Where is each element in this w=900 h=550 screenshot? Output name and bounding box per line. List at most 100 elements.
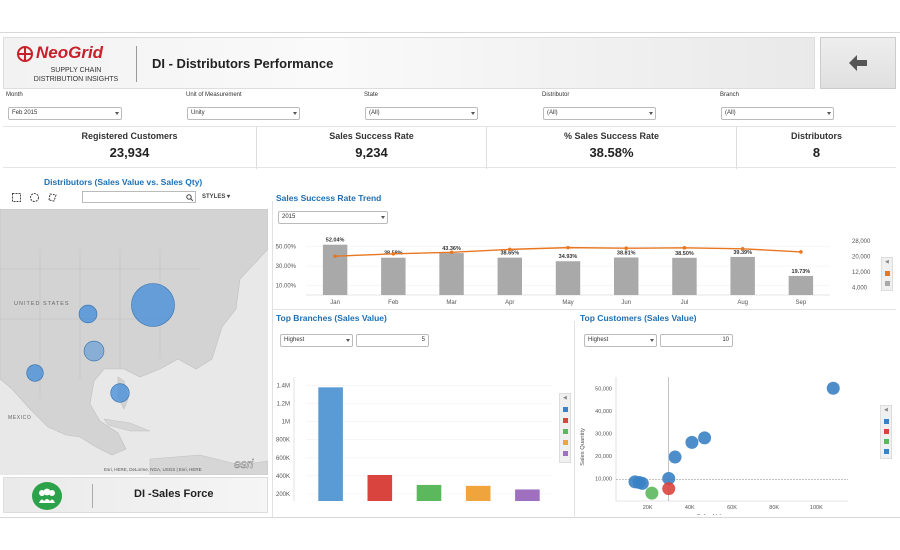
chevron-down-icon bbox=[381, 216, 385, 219]
filter-state: State bbox=[364, 92, 378, 102]
branch-bar bbox=[367, 474, 393, 501]
scatter-point bbox=[698, 431, 712, 445]
map-area[interactable]: UNITED STATES MEXICO Esri, HERE, DeLorme… bbox=[0, 209, 268, 475]
trend-line-point bbox=[449, 250, 454, 255]
map-bubble bbox=[110, 383, 130, 403]
select-circle-icon[interactable] bbox=[30, 193, 39, 202]
branches-count-input[interactable]: 5 bbox=[356, 334, 429, 347]
map-search-input[interactable] bbox=[82, 191, 196, 203]
land-cuba bbox=[103, 418, 151, 432]
neogrid-logo: NeoGrid SUPPLY CHAIN DISTRIBUTION INSIGH… bbox=[14, 42, 134, 86]
trend-legend[interactable]: ◀ bbox=[881, 257, 893, 291]
y-tick-label: 10,000 bbox=[595, 476, 612, 482]
chevron-down-icon bbox=[650, 339, 654, 342]
scatter-point bbox=[685, 435, 699, 449]
panel-divider bbox=[272, 309, 896, 310]
legend-swatch bbox=[563, 407, 568, 412]
x-axis-label: Sales Value bbox=[697, 514, 728, 515]
styles-button[interactable]: STYLES ▾ bbox=[202, 194, 231, 200]
select-rectangle-icon[interactable] bbox=[12, 193, 21, 202]
customers-count-input[interactable]: 10 bbox=[660, 334, 733, 347]
kpi-pct-sales-success-rate: % Sales Success Rate 38.58% bbox=[487, 127, 737, 169]
back-button[interactable] bbox=[820, 37, 896, 89]
styles-label: STYLES bbox=[202, 194, 226, 200]
logo-subtitle: SUPPLY CHAIN DISTRIBUTION INSIGHTS bbox=[20, 66, 132, 84]
x-tick-label: 20K bbox=[643, 505, 653, 511]
kpi-title: Registered Customers bbox=[81, 131, 178, 141]
land-mass bbox=[0, 209, 268, 456]
legend-swatch bbox=[563, 451, 568, 456]
legend-collapse-icon[interactable]: ◀ bbox=[885, 259, 889, 265]
sales-force-link[interactable]: DI -Sales Force bbox=[3, 477, 268, 513]
y-tick-label: 200K bbox=[276, 492, 290, 498]
trend-bar bbox=[381, 257, 406, 295]
month-select[interactable]: Feb 2015 bbox=[8, 107, 122, 120]
legend-collapse-icon[interactable]: ◀ bbox=[563, 395, 567, 401]
kpi-value: 9,234 bbox=[355, 145, 388, 160]
esri-logo: esri bbox=[234, 457, 254, 471]
trend-bar bbox=[555, 261, 581, 295]
unit-select[interactable]: Unity bbox=[187, 107, 300, 120]
chevron-down-icon bbox=[293, 112, 297, 115]
branches-rank-value: Highest bbox=[284, 337, 305, 343]
neogrid-logo-icon bbox=[17, 46, 33, 62]
branches-legend[interactable]: ◀ bbox=[559, 393, 571, 463]
x-tick-label: Jan bbox=[330, 300, 340, 306]
legend-swatch bbox=[563, 429, 568, 434]
sales-force-divider bbox=[92, 484, 93, 508]
x-tick-label: Aug bbox=[737, 300, 748, 306]
y-tick-label: 800K bbox=[276, 438, 290, 444]
state-select-value: (All) bbox=[369, 110, 380, 116]
map-canvas: UNITED STATES MEXICO Esri, HERE, DeLorme… bbox=[0, 209, 268, 475]
branches-rank-select[interactable]: Highest bbox=[280, 334, 353, 347]
filter-unit: Unit of Measurement bbox=[186, 92, 242, 102]
x-tick-label: Feb bbox=[388, 300, 399, 306]
legend-swatch bbox=[884, 419, 889, 424]
y-tick-label: 30.00% bbox=[276, 264, 297, 270]
branch-bar bbox=[465, 485, 491, 501]
kpi-value: 23,934 bbox=[109, 145, 150, 160]
y-tick-label: 20,000 bbox=[595, 454, 612, 460]
x-tick-label: Mar bbox=[446, 300, 456, 306]
filter-state-label: State bbox=[364, 92, 379, 98]
bar-data-label: 52.04% bbox=[326, 238, 345, 244]
bar-data-label: 38.81% bbox=[617, 250, 636, 256]
scatter-point bbox=[635, 476, 649, 490]
y-tick-label: 600K bbox=[276, 456, 290, 462]
unit-select-value: Unity bbox=[191, 110, 205, 116]
branch-bar bbox=[515, 489, 540, 501]
branches-count-value: 5 bbox=[421, 337, 425, 343]
customers-chart-title: Top Customers (Sales Value) bbox=[580, 313, 697, 323]
trend-line-point bbox=[682, 246, 687, 250]
trend-line-point bbox=[624, 246, 629, 251]
y2-tick-label: 4,000 bbox=[852, 285, 868, 291]
y-tick-label: 30,000 bbox=[595, 431, 612, 437]
state-select[interactable]: (All) bbox=[365, 107, 478, 120]
filter-distributor-label: Distributor bbox=[542, 92, 570, 98]
y-axis-label: Sales Quantity bbox=[580, 428, 586, 466]
trend-line-point bbox=[740, 246, 745, 251]
legend-collapse-icon[interactable]: ◀ bbox=[884, 407, 888, 413]
select-lasso-icon[interactable] bbox=[48, 193, 57, 202]
trend-bar bbox=[439, 253, 464, 295]
kpi-row: Registered Customers 23,934 Sales Succes… bbox=[3, 126, 896, 169]
map-label-mexico: MEXICO bbox=[8, 415, 31, 421]
legend-swatch bbox=[884, 429, 889, 434]
branch-select[interactable]: (All) bbox=[721, 107, 834, 120]
bar-data-label: 34.93% bbox=[559, 254, 578, 260]
x-tick-label: May bbox=[562, 300, 573, 306]
bar-data-label: 39.39% bbox=[733, 250, 752, 256]
customers-legend[interactable]: ◀ bbox=[880, 405, 892, 459]
kpi-registered-customers: Registered Customers 23,934 bbox=[3, 127, 257, 169]
distributor-select[interactable]: (All) bbox=[543, 107, 656, 120]
map-bubble bbox=[83, 340, 105, 362]
y-tick-label: 1M bbox=[282, 420, 290, 426]
branches-chart: 1.4M1.2M1M800K600K400K200KDistributor 10… bbox=[276, 377, 552, 501]
y-tick-label: 50,000 bbox=[595, 386, 612, 392]
kpi-value: 8 bbox=[812, 145, 821, 160]
page-title: DI - Distributors Performance bbox=[152, 56, 334, 71]
branches-chart-title: Top Branches (Sales Value) bbox=[276, 313, 387, 323]
x-tick-label: Jul bbox=[681, 300, 689, 306]
customers-rank-select[interactable]: Highest bbox=[584, 334, 657, 347]
trend-year-select[interactable]: 2015 bbox=[278, 211, 388, 224]
